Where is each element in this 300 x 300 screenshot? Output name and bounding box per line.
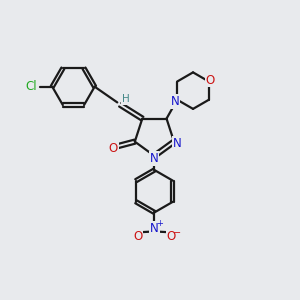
Text: Cl: Cl bbox=[25, 80, 37, 93]
Text: O: O bbox=[133, 230, 142, 243]
Text: N: N bbox=[173, 136, 182, 150]
Text: N: N bbox=[149, 152, 158, 165]
Text: O: O bbox=[167, 230, 176, 243]
Text: N: N bbox=[170, 95, 179, 108]
Text: O: O bbox=[206, 74, 215, 86]
Text: N: N bbox=[150, 222, 159, 235]
Text: O: O bbox=[109, 142, 118, 154]
Text: H: H bbox=[122, 94, 129, 104]
Text: −: − bbox=[173, 228, 181, 238]
Text: +: + bbox=[156, 219, 163, 228]
